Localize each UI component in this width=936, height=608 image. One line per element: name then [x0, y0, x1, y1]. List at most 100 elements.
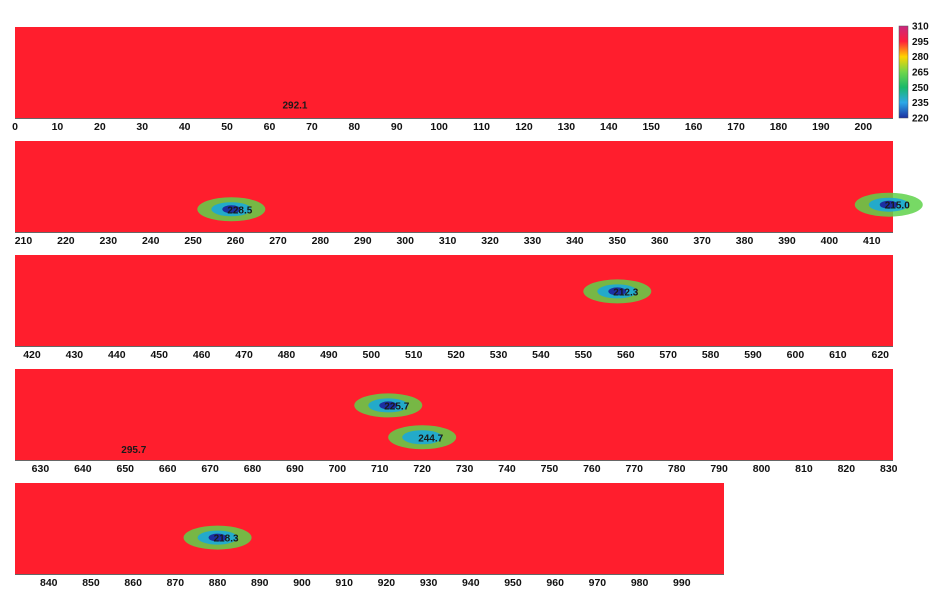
strip-1-field: [15, 27, 893, 118]
x-tick-label: 880: [209, 577, 227, 589]
x-tick-label: 920: [378, 577, 396, 589]
value-annotation: 225.7: [384, 401, 409, 412]
x-tick-label: 720: [413, 463, 431, 475]
x-tick-label: 770: [626, 463, 644, 475]
x-tick-label: 630: [32, 463, 50, 475]
x-tick-label: 950: [504, 577, 522, 589]
x-tick-label: 390: [778, 235, 796, 247]
x-tick-label: 830: [880, 463, 898, 475]
value-annotation: 244.7: [418, 433, 443, 444]
x-tick-label: 610: [829, 349, 847, 361]
x-tick-label: 120: [515, 121, 533, 133]
x-tick-label: 370: [693, 235, 711, 247]
x-tick-label: 280: [312, 235, 330, 247]
x-tick-label: 60: [264, 121, 276, 133]
x-tick-label: 890: [251, 577, 269, 589]
colorbar-tick-label: 220: [912, 114, 929, 125]
value-annotation: 218.3: [214, 534, 239, 545]
x-tick-label: 800: [753, 463, 771, 475]
x-tick-label: 910: [335, 577, 353, 589]
x-tick-label: 270: [269, 235, 287, 247]
x-tick-label: 690: [286, 463, 304, 475]
x-tick-label: 760: [583, 463, 601, 475]
x-tick-label: 470: [235, 349, 253, 361]
x-tick-label: 210: [15, 235, 33, 247]
coldest-spot: [208, 533, 227, 542]
coldest-spot: [608, 287, 627, 296]
strip-2: 210 220 230 240 250 260 270 280 290 300 310 320 330 3…: [15, 141, 923, 247]
strip-4: 630 640 650 660 670 680 690 700 710 720 730 740 750 7…: [15, 369, 898, 475]
colorbar-scale: [898, 25, 909, 119]
cold-zone: [402, 430, 443, 445]
strip-4-field: [15, 369, 893, 460]
x-tick-label: 20: [94, 121, 106, 133]
x-tick-label: 650: [117, 463, 135, 475]
x-tick-label: 660: [159, 463, 177, 475]
x-tick-label: 580: [702, 349, 720, 361]
x-tick-label: 490: [320, 349, 338, 361]
x-tick-label: 200: [855, 121, 873, 133]
x-tick-label: 550: [575, 349, 593, 361]
x-tick-label: 970: [589, 577, 607, 589]
x-tick-label: 450: [150, 349, 168, 361]
x-tick-label: 40: [179, 121, 191, 133]
value-annotation: 228.5: [227, 205, 252, 216]
x-tick-label: 870: [167, 577, 185, 589]
value-annotation: 295.7: [121, 445, 146, 456]
x-tick-label: 410: [863, 235, 881, 247]
x-tick-label: 750: [541, 463, 559, 475]
x-tick-label: 430: [66, 349, 84, 361]
x-tick-label: 810: [795, 463, 813, 475]
x-tick-label: 540: [532, 349, 550, 361]
x-tick-label: 900: [293, 577, 311, 589]
x-tick-label: 480: [278, 349, 296, 361]
x-tick-label: 50: [221, 121, 233, 133]
x-tick-label: 670: [201, 463, 219, 475]
strip-5-field: [15, 483, 724, 574]
x-tick-label: 250: [184, 235, 202, 247]
x-tick-label: 790: [710, 463, 728, 475]
x-tick-label: 420: [23, 349, 41, 361]
x-tick-label: 130: [558, 121, 576, 133]
x-tick-label: 80: [348, 121, 360, 133]
colorbar-tick-label: 250: [912, 83, 929, 94]
x-tick-label: 230: [100, 235, 118, 247]
x-tick-label: 140: [600, 121, 618, 133]
x-tick-label: 710: [371, 463, 389, 475]
heatmap-strips: 0 10 20 30 40 50 60 70 80 90 100 110 120 130 140 150 160…: [12, 27, 923, 589]
colorbar-tick-label: 265: [912, 68, 929, 79]
coldest-spot: [879, 200, 898, 209]
strip-1: 0 10 20 30 40 50 60 70 80 90 100 110 120 130 140 150 160…: [12, 27, 893, 133]
x-tick-label: 180: [770, 121, 788, 133]
x-tick-label: 0: [12, 121, 18, 133]
x-tick-label: 150: [642, 121, 660, 133]
value-annotation: 212.3: [613, 287, 638, 298]
x-tick-label: 310: [439, 235, 457, 247]
x-tick-label: 290: [354, 235, 372, 247]
x-tick-label: 930: [420, 577, 438, 589]
x-tick-label: 400: [821, 235, 839, 247]
x-tick-label: 590: [744, 349, 762, 361]
x-tick-label: 680: [244, 463, 262, 475]
colorbar-tick-label: 280: [912, 52, 929, 63]
x-tick-label: 780: [668, 463, 686, 475]
value-annotation: 215.0: [885, 201, 910, 212]
x-tick-label: 960: [546, 577, 564, 589]
x-tick-label: 640: [74, 463, 92, 475]
x-tick-label: 110: [473, 121, 490, 133]
x-tick-label: 520: [447, 349, 465, 361]
x-tick-label: 530: [490, 349, 508, 361]
x-tick-label: 10: [52, 121, 64, 133]
x-tick-label: 30: [136, 121, 148, 133]
x-tick-label: 850: [82, 577, 100, 589]
x-tick-label: 980: [631, 577, 649, 589]
x-tick-label: 620: [872, 349, 890, 361]
x-tick-label: 330: [524, 235, 542, 247]
coldest-spot: [379, 401, 398, 410]
x-tick-label: 730: [456, 463, 474, 475]
x-tick-label: 940: [462, 577, 480, 589]
x-tick-label: 260: [227, 235, 245, 247]
colorbar-tick-label: 295: [912, 37, 929, 48]
x-tick-label: 990: [673, 577, 691, 589]
